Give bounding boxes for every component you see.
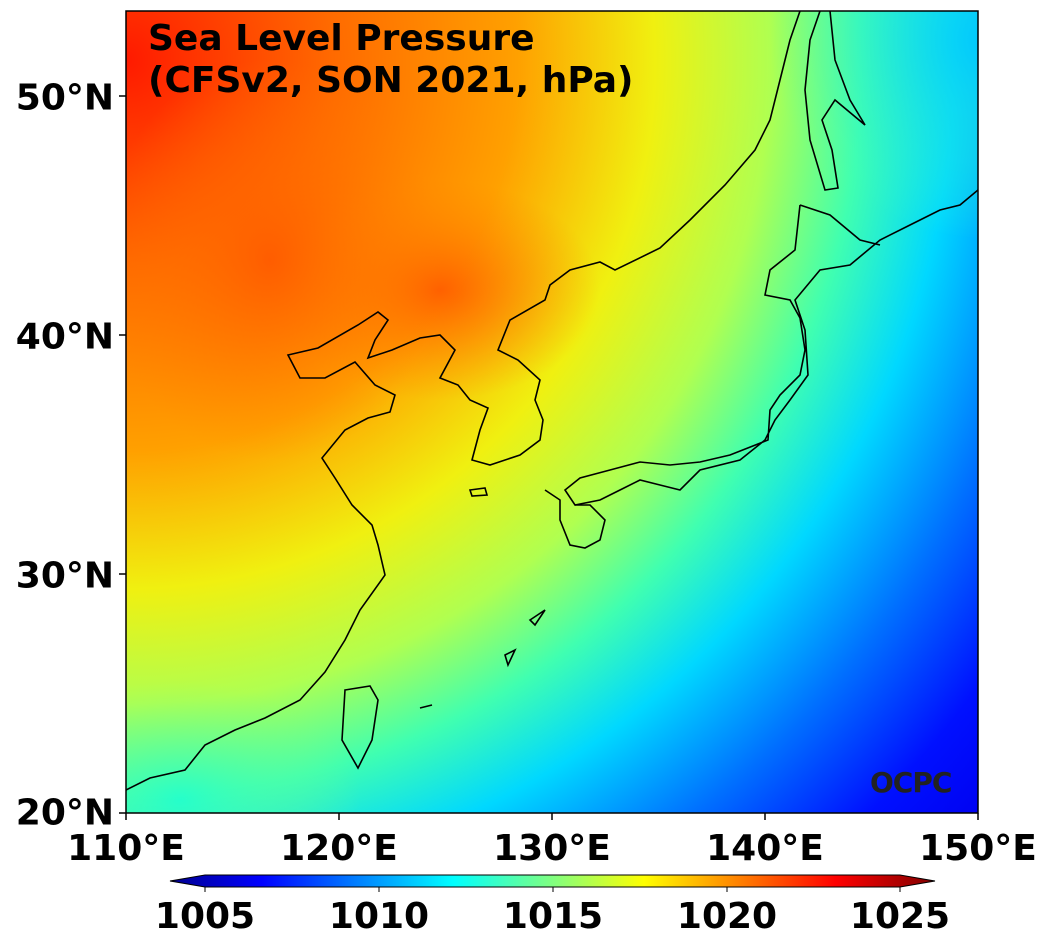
x-tick-label: 110°E — [67, 828, 185, 869]
high-pressure-core-west — [126, 60, 440, 460]
title-line-1: Sea Level Pressure — [148, 18, 535, 59]
low-pressure-sw — [126, 680, 360, 813]
colorbar — [169, 874, 936, 892]
axis-ticks — [119, 95, 979, 820]
coastlines — [126, 11, 978, 791]
x-tick-label: 120°E — [280, 828, 398, 869]
map-title: Sea Level Pressure (CFSv2, SON 2021, hPa… — [148, 18, 634, 102]
colorbar-tick-label: 1025 — [849, 896, 951, 937]
y-tick-label: 30°N — [15, 555, 114, 597]
title-line-2: (CFSv2, SON 2021, hPa) — [148, 60, 634, 101]
y-tick-label: 50°N — [15, 77, 114, 119]
colorbar-tick-label: 1015 — [502, 896, 604, 937]
y-tick-label: 20°N — [15, 792, 114, 834]
colorbar-body — [169, 874, 936, 888]
y-tick-label: 40°N — [15, 316, 114, 358]
ocpc-watermark: OCPC — [870, 766, 952, 799]
colorbar-tick-label: 1010 — [328, 896, 430, 937]
low-pressure-ne — [770, 11, 978, 240]
x-tick-label: 140°E — [706, 828, 824, 869]
x-tick-label: 150°E — [919, 828, 1037, 869]
x-tick-label: 130°E — [493, 828, 611, 869]
colorbar-tick-label: 1005 — [154, 896, 256, 937]
colorbar-tick-label: 1020 — [676, 896, 778, 937]
